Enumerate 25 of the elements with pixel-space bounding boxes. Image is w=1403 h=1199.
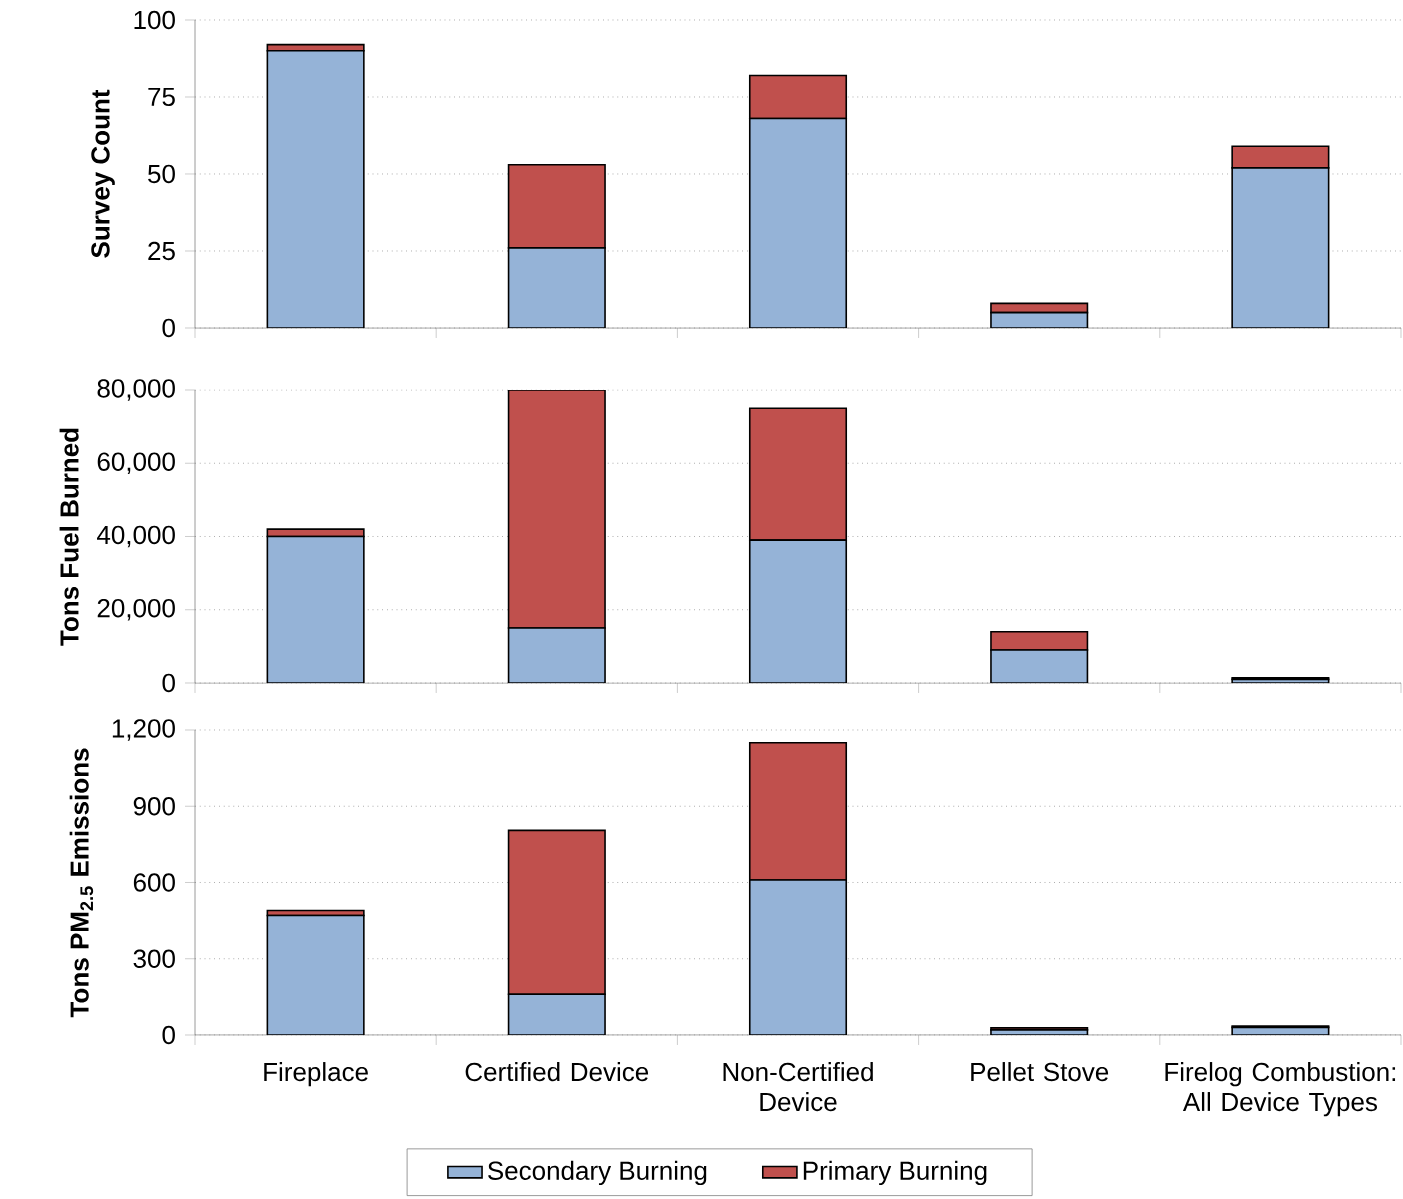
y-tick-label: 300 [133,949,175,968]
y-tick-label: 0 [162,318,175,338]
y-axis-title: Tons Fuel Burned [59,428,79,646]
y-tick-label: 0 [162,673,175,693]
legend-label: Secondary Burning [488,1160,707,1186]
y-tick-label: 1,200 [112,719,175,741]
y-tick-label: 40,000 [97,525,175,548]
x-tick-label: Firelog Combustion: All Device Types [1165,1062,1396,1117]
y-axis-title: Tons PM$_{2.5}$ Emissions [69,748,94,1018]
y-axis-title: Survey Count [91,89,115,258]
y-tick-label: 0 [162,1025,175,1045]
y-tick-label: 25 [148,241,175,261]
x-tick-label: Certified Device [465,1062,649,1082]
y-tick-label: 50 [148,164,175,184]
y-tick-label: 80,000 [97,379,175,401]
y-tick-label: 100 [134,10,175,30]
x-tick-label: Non-Certified Device [723,1062,873,1112]
y-tick-label: 600 [133,873,175,892]
y-tick-label: 20,000 [97,598,175,621]
x-tick-label: Pellet Stove [971,1062,1109,1082]
y-tick-label: 900 [133,797,175,816]
legend-label: Primary Burning [803,1160,987,1186]
y-tick-label: 60,000 [97,452,175,474]
x-tick-label: Fireplace [264,1062,368,1087]
y-tick-label: 75 [148,87,175,107]
